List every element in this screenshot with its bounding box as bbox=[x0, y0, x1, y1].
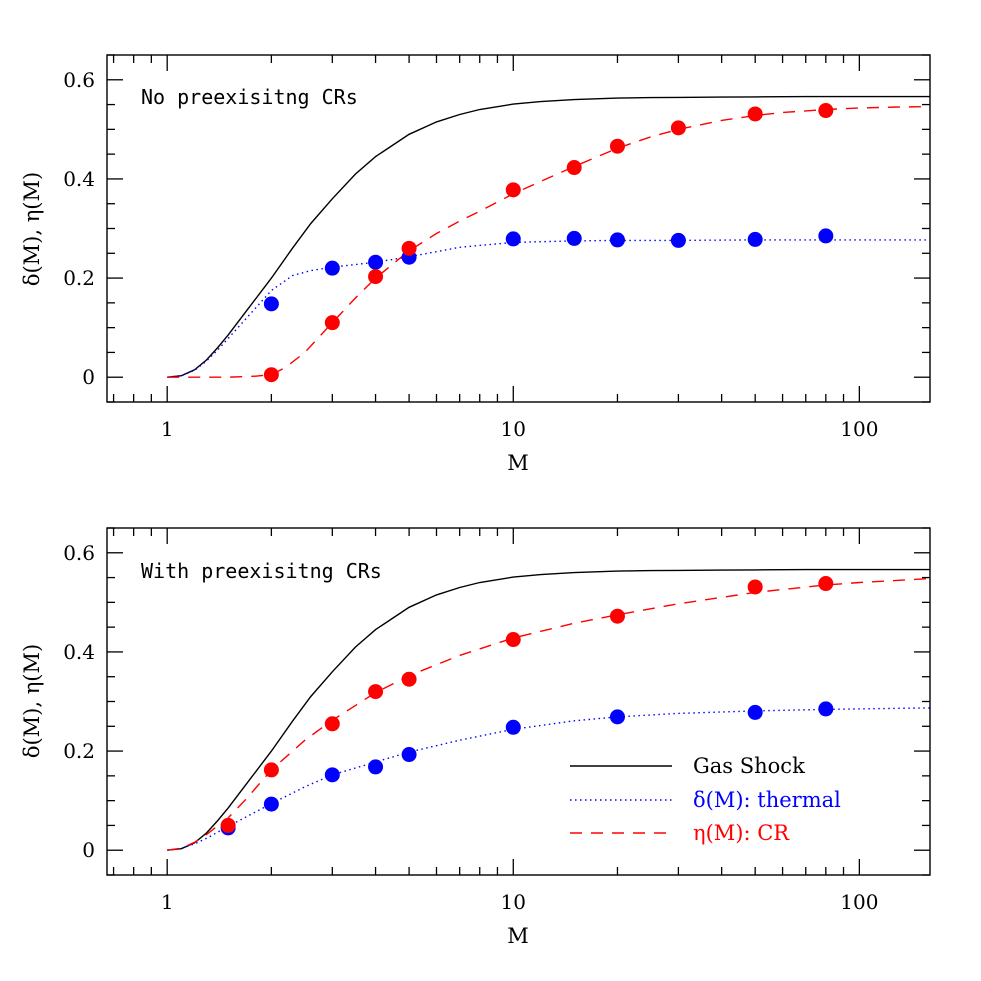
y-tick-label: 0.6 bbox=[63, 541, 95, 565]
data-point-m-simulation-points bbox=[818, 701, 834, 717]
y-axis-title: δ(M), η(M) bbox=[20, 644, 44, 758]
data-point-m-simulation-points bbox=[505, 182, 521, 198]
y-tick-label: 0.6 bbox=[63, 68, 95, 92]
data-point-m-simulation-points bbox=[401, 747, 417, 763]
y-tick-label: 0 bbox=[82, 365, 95, 389]
y-tick-label: 0 bbox=[82, 838, 95, 862]
data-point-m-simulation-points bbox=[401, 240, 417, 256]
data-point-m-simulation-points bbox=[609, 138, 625, 154]
axis-ticks: 1 10 100 0 0.2 0.4 0.6 bbox=[63, 527, 930, 914]
data-point-m-simulation-points bbox=[566, 160, 582, 176]
x-tick-label: 1 bbox=[161, 417, 174, 441]
data-point-m-simulation-points bbox=[324, 260, 340, 276]
series-line-m-thermal bbox=[167, 707, 931, 851]
data-point-m-simulation-points bbox=[401, 671, 417, 687]
x-tick-label: 1 bbox=[161, 890, 174, 914]
x-axis-title: M bbox=[507, 451, 529, 475]
x-tick-label: 10 bbox=[501, 890, 526, 914]
data-point-m-simulation-points bbox=[324, 315, 340, 331]
x-tick-label: 100 bbox=[840, 417, 878, 441]
y-tick-label: 0.2 bbox=[63, 266, 95, 290]
data-point-m-simulation-points bbox=[747, 231, 763, 247]
data-point-m-simulation-points bbox=[747, 579, 763, 595]
data-point-m-simulation-points bbox=[670, 232, 686, 248]
panel-label: No preexisitng CRs bbox=[141, 85, 358, 109]
data-point-m-simulation-points bbox=[818, 228, 834, 244]
series-line-m-cr bbox=[167, 577, 931, 851]
data-point-m-simulation-points bbox=[818, 576, 834, 592]
panel-label: With preexisitng CRs bbox=[141, 559, 382, 583]
plot-area bbox=[167, 95, 931, 383]
data-point-m-simulation-points bbox=[324, 767, 340, 783]
data-point-m-simulation-points bbox=[263, 762, 279, 778]
data-point-m-simulation-points bbox=[263, 367, 279, 383]
data-point-m-simulation-points bbox=[747, 106, 763, 122]
y-axis-title: δ(M), η(M) bbox=[20, 172, 44, 286]
legend: Gas Shock δ(M): thermal η(M): CR bbox=[570, 754, 841, 845]
data-point-m-simulation-points bbox=[324, 716, 340, 732]
data-point-m-simulation-points bbox=[368, 684, 384, 700]
legend-label-gas-shock: Gas Shock bbox=[693, 754, 805, 778]
data-point-m-simulation-points bbox=[368, 759, 384, 775]
data-point-m-simulation-points bbox=[505, 231, 521, 247]
data-point-m-simulation-points bbox=[220, 817, 236, 833]
x-tick-label: 100 bbox=[840, 890, 878, 914]
data-point-m-simulation-points bbox=[368, 269, 384, 285]
data-point-m-simulation-points bbox=[609, 608, 625, 624]
plot-area bbox=[167, 568, 931, 851]
data-point-m-simulation-points bbox=[368, 254, 384, 270]
data-point-m-simulation-points bbox=[505, 632, 521, 648]
y-tick-label: 0.4 bbox=[63, 640, 95, 664]
data-point-m-simulation-points bbox=[609, 232, 625, 248]
series-line-gas-shock bbox=[167, 95, 930, 378]
y-tick-label: 0.4 bbox=[63, 167, 95, 191]
x-axis-title: M bbox=[507, 924, 529, 948]
series-line-gas-shock bbox=[167, 568, 930, 851]
y-tick-label: 0.2 bbox=[63, 739, 95, 763]
panel-no-preexisting-crs: 1 10 100 0 0.2 0.4 0.6 No preexisitng CRs M δ(… bbox=[20, 54, 931, 475]
data-point-m-simulation-points bbox=[505, 719, 521, 735]
legend-label-thermal: δ(M): thermal bbox=[693, 788, 841, 812]
data-point-m-simulation-points bbox=[263, 796, 279, 812]
legend-label-cr: η(M): CR bbox=[693, 821, 790, 845]
data-point-m-simulation-points bbox=[263, 296, 279, 312]
axis-ticks: 1 10 100 0 0.2 0.4 0.6 bbox=[63, 54, 930, 441]
x-tick-label: 10 bbox=[501, 417, 526, 441]
data-point-m-simulation-points bbox=[747, 704, 763, 720]
data-point-m-simulation-points bbox=[566, 230, 582, 246]
data-point-m-simulation-points bbox=[818, 103, 834, 119]
data-point-m-simulation-points bbox=[609, 709, 625, 725]
data-point-m-simulation-points bbox=[670, 120, 686, 136]
